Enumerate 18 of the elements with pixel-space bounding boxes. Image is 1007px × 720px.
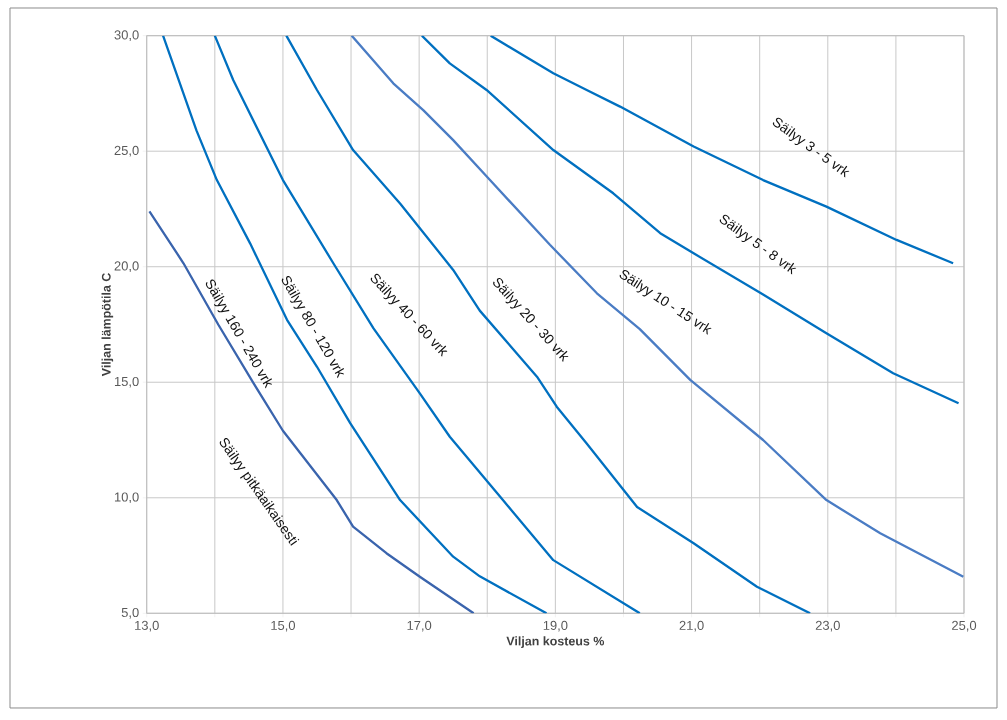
y-tick-label: 25,0 bbox=[114, 145, 139, 157]
y-tick-label: 5,0 bbox=[121, 607, 139, 619]
y-tick-label: 30,0 bbox=[114, 30, 139, 42]
x-tick-label: 21,0 bbox=[679, 620, 704, 632]
y-tick-label: 20,0 bbox=[114, 261, 139, 273]
x-tick-label: 25,0 bbox=[952, 620, 977, 632]
x-tick-label: 19,0 bbox=[543, 620, 568, 632]
y-axis-title: Viljan lämpötila C bbox=[101, 273, 114, 377]
x-tick-label: 17,0 bbox=[407, 620, 432, 632]
x-tick-label: 13,0 bbox=[135, 620, 159, 632]
line-series bbox=[420, 35, 960, 405]
x-tick-label: 23,0 bbox=[815, 620, 840, 632]
x-tick-label: 15,0 bbox=[271, 620, 296, 632]
line-series bbox=[350, 35, 965, 578]
y-tick-label: 10,0 bbox=[114, 492, 139, 504]
line-series bbox=[148, 210, 475, 614]
x-axis-title: Viljan kosteus % bbox=[506, 636, 605, 648]
y-tick-label: 15,0 bbox=[114, 376, 139, 388]
